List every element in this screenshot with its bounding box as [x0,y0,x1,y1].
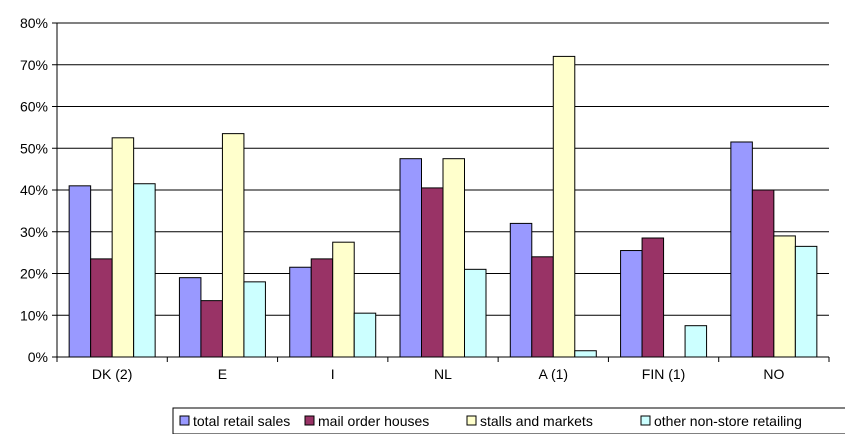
bar-2 [200,300,223,358]
legend-label: mail order houses [318,413,429,429]
bar-4 [574,350,597,358]
bar-2 [641,237,665,358]
bar-3 [773,235,796,358]
bar-2 [531,256,554,358]
y-tick-label: 50% [20,140,48,156]
bar-3 [552,55,576,358]
x-tick-label: NO [763,366,784,382]
bar-3 [111,137,135,358]
bar-3 [221,133,245,358]
x-tick-label: A (1) [538,366,568,382]
bar-1 [289,266,312,358]
bar-2 [310,258,334,358]
bar-4 [464,268,487,358]
x-tick-label: E [218,366,227,382]
legend-swatch [304,415,315,426]
legend-label: other non-store retailing [654,413,802,429]
x-tick-label: I [331,366,335,382]
bar-1 [178,277,202,358]
bar-4 [353,312,377,358]
bar-4 [794,245,818,358]
bar-1 [68,185,92,358]
legend-swatch [640,415,651,426]
y-tick-label: 10% [20,307,48,323]
bar-1 [399,158,422,358]
bar-1 [509,222,533,358]
bar-4 [243,281,266,358]
bar-1 [620,250,643,358]
bar-2 [751,189,775,358]
bar-4 [133,183,156,358]
bar-4 [684,325,708,358]
y-tick-label: 60% [20,99,48,115]
x-tick-label: DK (2) [92,366,132,382]
bar-1 [730,141,753,358]
y-tick-label: 20% [20,266,48,282]
bar-3 [442,158,465,358]
legend-label: stalls and markets [480,413,593,429]
y-tick-label: 70% [20,57,48,73]
bar-3 [332,241,355,358]
legend-label: total retail sales [193,413,290,429]
y-tick-label: 40% [20,182,48,198]
bar-2 [421,187,444,358]
bar-2 [90,258,113,358]
y-tick-label: 30% [20,224,48,240]
x-tick-label: FIN (1) [642,366,686,382]
x-tick-label: NL [434,366,452,382]
legend-swatch [179,415,190,426]
legend-swatch [466,415,477,426]
y-tick-label: 0% [28,349,48,365]
y-tick-label: 80% [20,15,48,31]
